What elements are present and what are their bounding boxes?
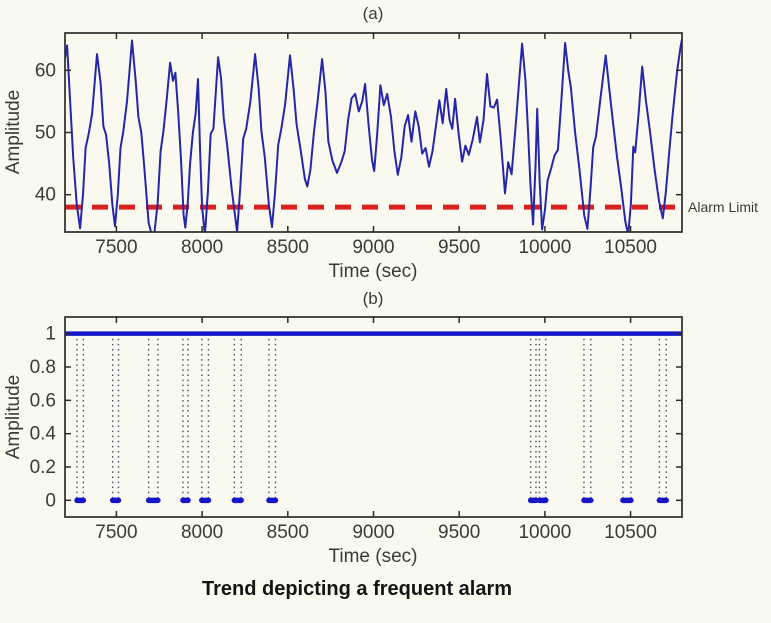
x-tick-label: 9000 [352,237,394,258]
figure-caption: Trend depicting a frequent alarm [202,578,512,600]
x-tick-label: 9000 [352,522,394,543]
subplot-a-ylabel: Amplitude [3,90,24,175]
y-tick-label: 40 [35,185,56,206]
y-tick-label: 1 [45,324,56,345]
subplot-b-xlabel: Time (sec) [328,546,417,567]
x-tick-label: 10000 [518,522,571,543]
x-tick-label: 8500 [267,522,309,543]
y-tick-label: 0.8 [30,357,56,378]
x-tick-label: 8000 [181,237,223,258]
x-tick-label: 7500 [95,522,137,543]
x-tick-label: 10000 [518,237,571,258]
alarm-limit-label: Alarm Limit [688,199,758,215]
subplot-a-xlabel: Time (sec) [328,261,417,282]
x-tick-label: 9500 [438,237,480,258]
y-tick-label: 0.2 [30,457,56,478]
subplot-a-title: (a) [363,4,384,23]
axes-frame [64,316,683,518]
subplot-b-ylabel: Amplitude [3,375,24,460]
y-tick-label: 0 [45,490,56,511]
y-tick-label: 60 [35,60,56,81]
x-tick-label: 10500 [604,522,657,543]
axes-frame [64,32,683,233]
x-tick-label: 10500 [604,237,657,258]
subplot-a: 7500 8000 8500 9000 9500 10000 10500 40 50 60 [35,32,683,258]
y-tick-label: 0.4 [30,424,57,445]
subplot-b-title: (b) [363,289,384,308]
y-tick-label: 0.6 [30,390,56,411]
subplot-b: 7500 8000 8500 9000 9500 10000 10500 0 0.2 0.4 0.6… [30,316,683,543]
x-tick-label: 8000 [181,522,223,543]
process-signal-line [65,39,682,232]
x-tick-label: 7500 [95,237,137,258]
x-tick-label: 8500 [267,237,309,258]
y-tick-label: 50 [35,123,56,144]
x-tick-label: 9500 [438,522,480,543]
